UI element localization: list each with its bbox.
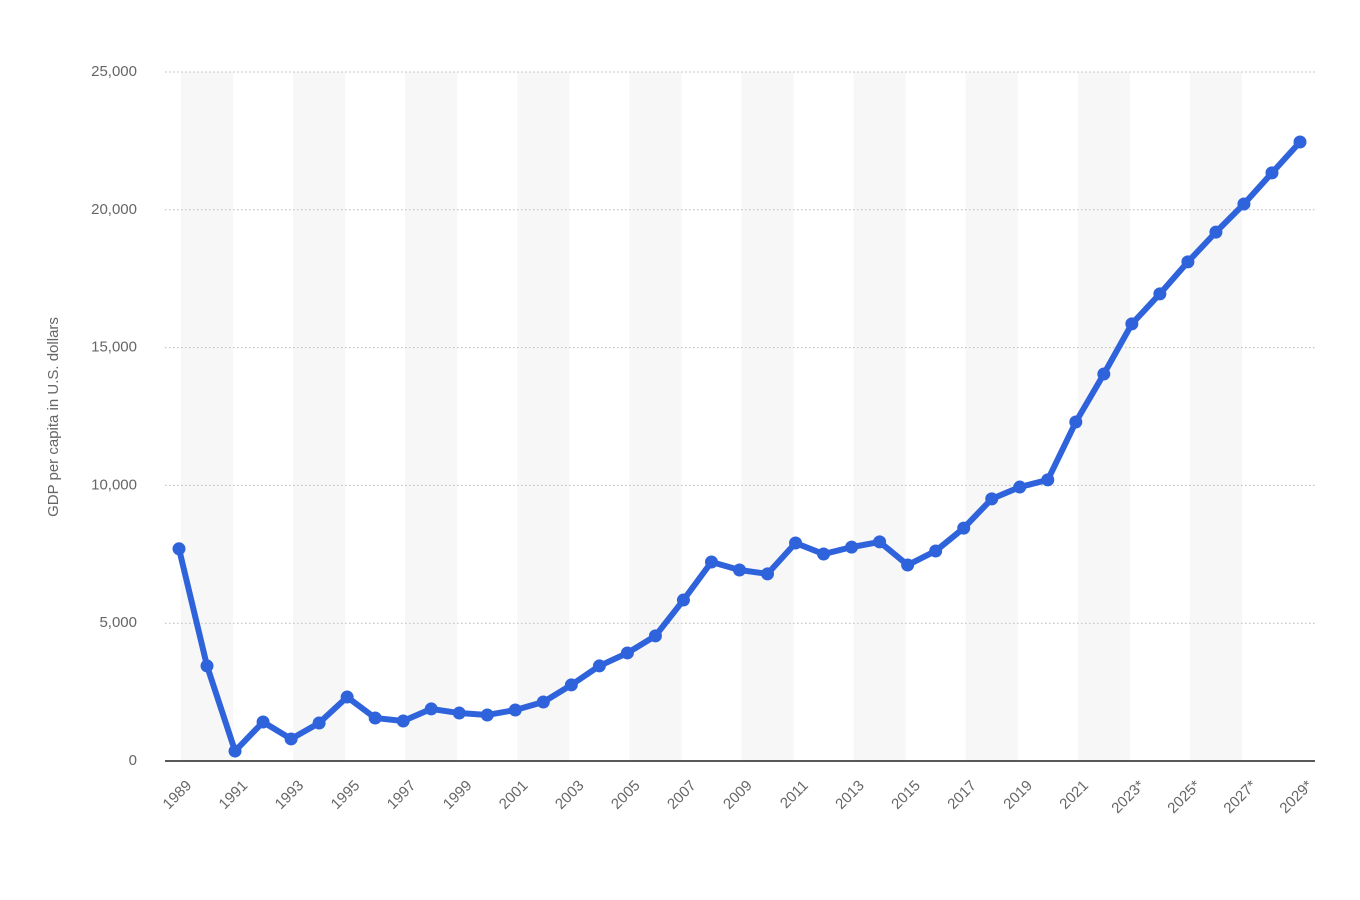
point xyxy=(1237,197,1251,211)
band xyxy=(965,72,1018,761)
point xyxy=(929,544,943,558)
point xyxy=(396,714,410,728)
y-tick-label: 20,000 xyxy=(91,201,137,218)
point xyxy=(1265,166,1279,180)
point xyxy=(620,646,634,660)
point xyxy=(312,716,326,730)
point xyxy=(592,659,606,673)
point xyxy=(985,492,999,506)
y-tick-label: 25,000 xyxy=(91,63,137,80)
point xyxy=(1097,367,1111,381)
point xyxy=(1125,317,1139,331)
x-tick-label: 2013 xyxy=(832,777,868,813)
x-tick-label: 2023* xyxy=(1108,777,1148,817)
x-tick-label: 2029* xyxy=(1276,777,1316,817)
point xyxy=(845,540,859,554)
point xyxy=(340,690,354,704)
y-tick-label: 5,000 xyxy=(99,614,137,631)
x-tick-label: 2015 xyxy=(888,777,924,813)
point xyxy=(480,708,494,722)
point xyxy=(817,547,831,561)
band xyxy=(1077,72,1130,761)
x-tick-label: 2021 xyxy=(1056,777,1092,813)
x-tick-label: 2005 xyxy=(608,777,644,813)
point xyxy=(1293,135,1307,149)
point xyxy=(704,555,718,569)
point xyxy=(957,521,971,535)
point xyxy=(368,711,382,725)
x-tick-label: 1993 xyxy=(272,777,308,813)
point xyxy=(1041,473,1055,487)
point xyxy=(424,702,438,716)
band xyxy=(181,72,234,761)
line xyxy=(176,139,1303,755)
point xyxy=(733,563,746,577)
x-tick-label: 2027* xyxy=(1220,777,1260,817)
band xyxy=(629,72,682,761)
band xyxy=(741,72,794,761)
point xyxy=(789,536,803,550)
point xyxy=(564,678,578,692)
point xyxy=(761,567,775,581)
y-tick-label: 15,000 xyxy=(91,339,137,356)
point xyxy=(200,659,214,673)
x-tick-label: 1991 xyxy=(216,777,252,813)
y-tick-label: 10,000 xyxy=(91,476,137,493)
x-tick-label: 1997 xyxy=(384,777,420,813)
point xyxy=(1209,225,1223,239)
point xyxy=(172,542,186,556)
point xyxy=(1013,480,1027,494)
x-tick-label: 1995 xyxy=(328,777,364,813)
x-tick-label: 1999 xyxy=(440,777,476,813)
y-tick-label: 0 xyxy=(129,752,137,769)
point xyxy=(256,715,270,729)
point xyxy=(536,695,550,709)
x-tick-label: 1989 xyxy=(160,777,196,813)
point xyxy=(1153,287,1167,301)
band xyxy=(853,72,906,761)
point xyxy=(1069,415,1083,429)
point xyxy=(452,706,466,720)
x-tick-label: 2007 xyxy=(664,777,700,813)
y-axis-label: GDP per capita in U.S. dollars xyxy=(45,317,62,517)
x-tick-label: 2019 xyxy=(1000,777,1036,813)
point xyxy=(901,558,915,572)
x-tick-label: 2025* xyxy=(1164,777,1204,817)
point xyxy=(648,629,662,643)
point xyxy=(873,535,887,549)
point xyxy=(284,732,298,746)
point xyxy=(676,593,690,607)
band xyxy=(1189,72,1242,761)
band xyxy=(405,72,458,761)
point xyxy=(228,744,242,758)
x-tick-label: 2017 xyxy=(944,777,980,813)
x-tick-label: 2001 xyxy=(496,777,532,813)
x-tick-label: 2003 xyxy=(552,777,588,813)
point xyxy=(508,703,522,717)
x-tick-label: 2011 xyxy=(777,777,812,812)
x-tick-label: 2009 xyxy=(720,777,756,813)
band xyxy=(517,72,570,761)
band xyxy=(293,72,346,761)
point xyxy=(1181,255,1195,269)
